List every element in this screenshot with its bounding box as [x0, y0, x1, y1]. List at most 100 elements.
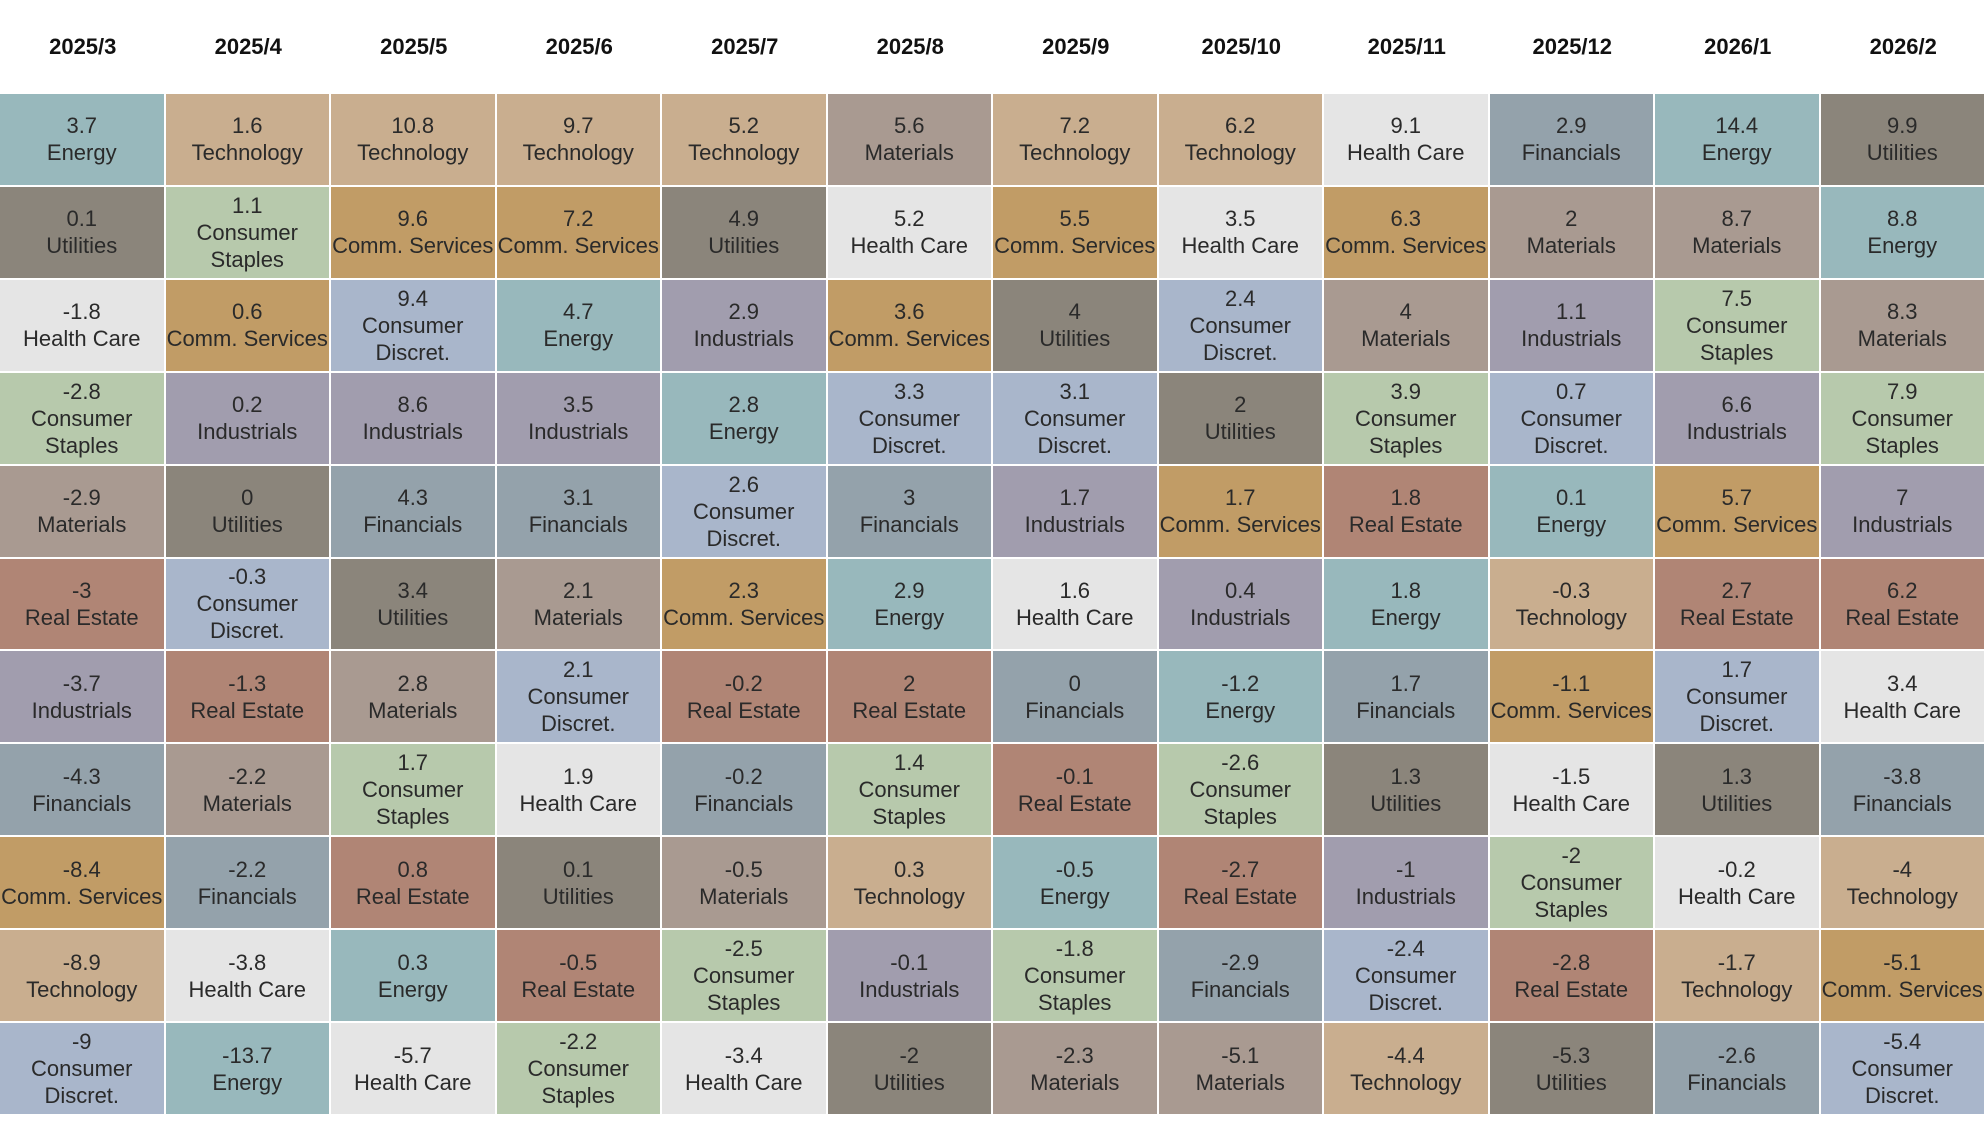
- return-value: -0.3: [1552, 577, 1591, 603]
- sector-label: Energy: [1867, 233, 1938, 259]
- sector-label: Industrials: [31, 697, 132, 723]
- sector-cell: -2.8 Real Estate: [1489, 930, 1653, 1022]
- sector-cell: 2 Real Estate: [827, 651, 991, 743]
- return-value: -3.4: [724, 1042, 763, 1068]
- sector-cell: 7.2 Technology: [993, 94, 1157, 185]
- sector-cell: 9.9 Utilities: [1820, 94, 1984, 185]
- sector-label: Materials: [864, 140, 954, 166]
- sector-cell: 8.7 Materials: [1655, 186, 1819, 278]
- sector-cell: -0.2 Health Care: [1655, 837, 1819, 929]
- sector-label: Comm. Services: [1, 883, 163, 909]
- sector-cell: -1.8 Consumer Staples: [993, 930, 1157, 1022]
- return-value: 0.4: [1224, 577, 1256, 603]
- sector-cell: 9.7 Technology: [496, 94, 660, 185]
- return-value: -2.2: [228, 763, 267, 789]
- sector-label: Industrials: [1686, 419, 1787, 445]
- return-value: -0.5: [559, 949, 598, 975]
- sector-cell: 1.1 Consumer Staples: [165, 186, 329, 278]
- sector-cell: -2.2 Financials: [165, 837, 329, 929]
- sector-label: Financials: [1687, 1069, 1787, 1095]
- return-value: -2: [1561, 843, 1582, 869]
- sector-label: Consumer Discret.: [31, 1056, 133, 1109]
- sector-label: Industrials: [1355, 883, 1456, 909]
- sector-label: Comm. Services: [497, 233, 659, 259]
- return-value: 1.7: [1390, 670, 1422, 696]
- sector-label: Utilities: [873, 1069, 945, 1095]
- return-value: 0.1: [562, 856, 594, 882]
- sector-cell: 0.6 Comm. Services: [165, 279, 329, 371]
- sector-label: Financials: [694, 790, 794, 816]
- sector-cell: 7.9 Consumer Staples: [1820, 372, 1984, 464]
- sector-cell: 5.7 Comm. Services: [1655, 465, 1819, 557]
- return-value: -1.3: [228, 670, 267, 696]
- column-header: 2025/9: [1042, 34, 1110, 59]
- return-value: 3.5: [562, 392, 594, 418]
- return-value: 1.3: [1390, 763, 1422, 789]
- column-header: 2025/10: [1201, 34, 1282, 59]
- sector-cell: -1.8 Health Care: [0, 279, 164, 371]
- sector-label: Industrials: [1024, 512, 1125, 538]
- sector-label: Comm. Services: [1159, 512, 1321, 538]
- return-value: -0.2: [1717, 856, 1756, 882]
- sector-cell: 9.1 Health Care: [1324, 94, 1488, 185]
- return-value: 9.7: [562, 113, 594, 139]
- column-header: 2025/12: [1532, 34, 1613, 59]
- return-value: -5.1: [1883, 949, 1922, 975]
- return-value: -3.7: [62, 670, 101, 696]
- return-value: 4: [1068, 299, 1081, 325]
- sector-label: Industrials: [693, 326, 794, 352]
- sector-cell: 1.4 Consumer Staples: [827, 744, 991, 836]
- return-value: 7.9: [1886, 378, 1918, 404]
- sector-label: Real Estate: [1017, 790, 1132, 816]
- sector-cell: -1.7 Technology: [1655, 930, 1819, 1022]
- sector-cell: -2 Consumer Staples: [1489, 837, 1653, 929]
- sector-cell: 6.2 Technology: [1158, 94, 1322, 185]
- sector-label: Consumer Staples: [1520, 870, 1622, 923]
- sector-label: Technology: [853, 883, 965, 909]
- return-value: 8.7: [1721, 206, 1753, 232]
- sector-cell: 0.1 Energy: [1489, 465, 1653, 557]
- sector-label: Energy: [543, 326, 614, 352]
- return-value: -3.8: [1883, 763, 1922, 789]
- sector-cell: 5.5 Comm. Services: [993, 186, 1157, 278]
- sector-label: Technology: [522, 140, 634, 166]
- sector-label: Energy: [377, 976, 448, 1002]
- sector-label: Energy: [1701, 140, 1772, 166]
- sector-cell: 2.8 Energy: [662, 372, 826, 464]
- return-value: 1.8: [1390, 577, 1422, 603]
- column-header: 2026/2: [1869, 34, 1937, 59]
- sector-cell: 2 Materials: [1489, 186, 1653, 278]
- return-value: 3: [903, 485, 916, 511]
- sector-label: Industrials: [1190, 604, 1291, 630]
- column-header: 2025/7: [711, 34, 779, 59]
- return-value: 0.2: [231, 392, 263, 418]
- sector-cell: 1.6 Health Care: [993, 558, 1157, 650]
- return-value: 5.6: [893, 113, 925, 139]
- sector-label: Health Care: [685, 1069, 803, 1095]
- return-value: 6.6: [1721, 392, 1753, 418]
- return-value: 3.5: [1224, 206, 1256, 232]
- sector-cell: 3.5 Health Care: [1158, 186, 1322, 278]
- sector-label: Consumer Staples: [1024, 963, 1126, 1016]
- return-value: 4.3: [397, 485, 429, 511]
- sector-label: Energy: [212, 1069, 283, 1095]
- return-value: 8.3: [1886, 299, 1918, 325]
- return-value: 0.6: [231, 299, 263, 325]
- return-value: 6.2: [1886, 577, 1918, 603]
- sector-label: Technology: [688, 140, 800, 166]
- return-value: 1.7: [1059, 485, 1091, 511]
- sector-label: Utilities: [542, 883, 614, 909]
- return-value: -5.4: [1883, 1029, 1922, 1055]
- sector-cell: 6.6 Industrials: [1655, 372, 1819, 464]
- sector-label: Consumer Discret.: [1355, 963, 1457, 1016]
- return-value: 0.3: [397, 949, 429, 975]
- sector-cell: 9.4 Consumer Discret.: [331, 279, 495, 371]
- return-value: 2.9: [893, 577, 925, 603]
- return-value: 4.9: [728, 206, 760, 232]
- return-value: 0.1: [1555, 485, 1587, 511]
- sector-cell: 2.8 Materials: [331, 651, 495, 743]
- sector-label: Materials: [1692, 233, 1782, 259]
- return-value: -5.7: [393, 1042, 432, 1068]
- sector-cell: -4 Technology: [1820, 837, 1984, 929]
- sector-label: Health Care: [850, 233, 968, 259]
